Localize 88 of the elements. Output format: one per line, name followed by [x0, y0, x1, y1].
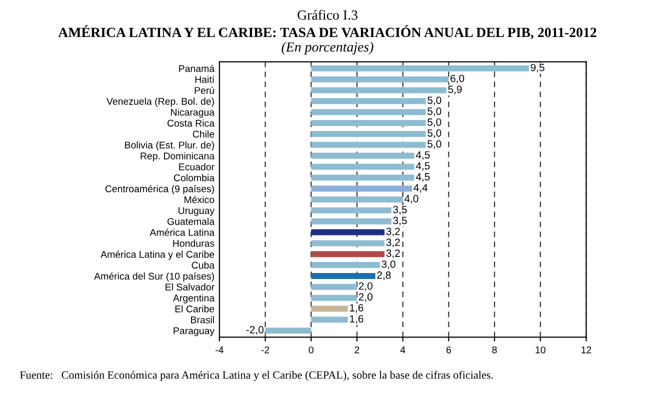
text: (En porcentajes) [282, 42, 374, 54]
data-label: 9,5 [530, 64, 544, 72]
data-label: 3,2 [386, 250, 400, 258]
x-tick-label: 0 [308, 346, 314, 354]
bar [311, 164, 414, 170]
y-tick-label: Paraguay [174, 327, 215, 336]
y-tick-label: América Latina [150, 228, 215, 236]
bar [311, 294, 357, 301]
bar [311, 306, 348, 312]
data-label: 4,5 [416, 173, 430, 182]
bar [311, 186, 412, 192]
data-label: 3,0 [382, 260, 396, 270]
bar [311, 229, 384, 236]
y-tick-label: Rep. Dominicana [140, 152, 215, 162]
y-tick-label: Argentina [172, 294, 215, 304]
data-label: 5,0 [428, 108, 442, 116]
data-label: 4,4 [414, 184, 428, 193]
x-tick-label: 4 [400, 346, 406, 354]
y-tick-label: Brasil [191, 316, 214, 324]
source-note: Fuente: Comisión Económica para América Latina y el Caribe (CEPAL), sobre la base de cifras oficiales. [20, 370, 493, 382]
bar [311, 87, 446, 94]
chart-subtitle: AMÉRICA LATINA Y EL CARIBE: TASA DE VARIACIÓN ANUAL DEL PIB, 2011-2012 [58, 25, 596, 40]
x-tick-label: 6 [446, 346, 451, 354]
y-tick-label: América del Sur (10 países) [94, 272, 214, 282]
data-label: 2,0 [358, 293, 372, 302]
data-label: 3,2 [386, 228, 400, 236]
data-label: 3,5 [393, 206, 407, 214]
y-tick-label: Venezuela (Rep. Bol. de) [106, 98, 214, 107]
data-label: 5,9 [448, 86, 462, 94]
bar [311, 152, 414, 159]
data-label: 2,0 [358, 282, 372, 291]
y-tick-label: Uruguay [178, 207, 215, 216]
y-tick-label: Nicaragua [171, 108, 215, 118]
data-label: 5,0 [428, 129, 442, 138]
y-tick-label: Panamá [179, 64, 215, 72]
bar [311, 284, 357, 290]
bar [311, 196, 403, 203]
data-label: 2,8 [377, 271, 391, 280]
bar [311, 251, 384, 258]
y-tick-label: Colombia [174, 174, 215, 182]
data-label: -2,0 [246, 326, 264, 335]
x-tick-label: 2 [354, 346, 360, 354]
x-tick-label: -2 [261, 346, 270, 354]
bar [311, 130, 426, 137]
y-tick-label: Centroamérica (9 países) [105, 184, 214, 194]
bar [311, 316, 348, 323]
y-tick-label: El Salvador [166, 283, 214, 291]
x-tick-label: 8 [492, 346, 497, 354]
data-label: 5,0 [428, 140, 442, 149]
y-tick-label: Perú [194, 86, 214, 94]
data-label: 5,0 [428, 96, 442, 106]
y-tick-label: Bolivia (Est. Plur. de) [125, 141, 214, 150]
bar [311, 120, 426, 126]
data-label: 3,2 [386, 238, 400, 248]
y-tick-label: Guatemala [168, 218, 215, 225]
bar [311, 262, 380, 268]
data-label: 1,6 [350, 304, 364, 313]
y-tick-label: Honduras [173, 240, 214, 247]
x-tick-label: 12 [582, 346, 592, 354]
y-tick-label: El Caribe [175, 305, 214, 312]
data-label: 3,5 [393, 216, 407, 226]
bar [265, 328, 312, 334]
x-tick-label: -4 [216, 346, 224, 354]
data-label: 4,5 [416, 151, 430, 160]
bar [311, 65, 529, 72]
bar [311, 142, 426, 148]
data-label: 5,0 [428, 118, 442, 128]
chart-title: Gráfico I.3 [298, 10, 358, 20]
bar [311, 218, 392, 224]
bar [311, 76, 449, 82]
bar [311, 109, 426, 116]
y-tick-label: América Latina y el Caribe [100, 250, 214, 260]
y-tick-label: Ecuador [179, 163, 214, 170]
y-tick-label: Costa Rica [168, 120, 215, 127]
bar [311, 174, 414, 181]
data-label: 4,5 [416, 162, 430, 171]
bar [311, 98, 426, 104]
data-label: 6,0 [450, 74, 464, 84]
y-tick-label: Cuba [192, 262, 215, 269]
data-label: 4,0 [404, 194, 418, 204]
y-tick-label: Chile [192, 130, 214, 138]
bar [311, 272, 376, 279]
y-tick-label: México [184, 196, 214, 204]
y-tick-label: Haití [195, 76, 215, 83]
data-label: 1,6 [350, 315, 364, 324]
bar [311, 207, 392, 214]
x-tick-label: 10 [536, 346, 546, 354]
bar [311, 240, 384, 246]
